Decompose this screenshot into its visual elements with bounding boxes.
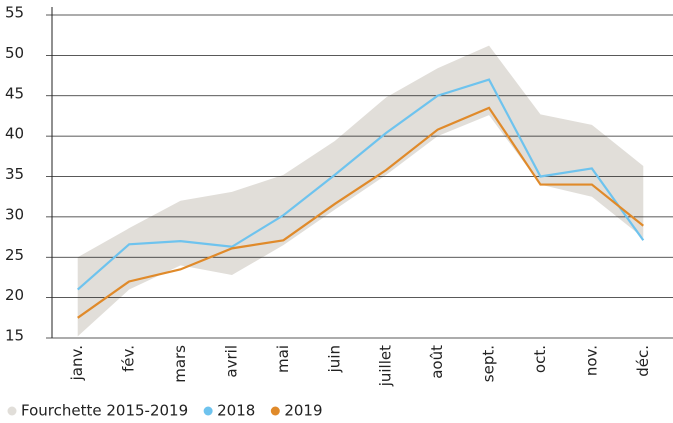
x-tick-label: juillet: [377, 345, 395, 387]
y-tick-label: 35: [5, 165, 24, 183]
y-tick-label: 20: [5, 286, 24, 304]
y-tick-label: 55: [5, 4, 24, 22]
x-tick-label: août: [428, 345, 446, 379]
legend-marker: [270, 406, 280, 416]
legend-label: 2018: [217, 402, 255, 420]
x-tick-label: juin: [325, 345, 343, 373]
x-tick-label: mars: [171, 345, 189, 383]
x-tick-label: oct.: [531, 345, 549, 373]
x-tick-label: fév.: [120, 345, 138, 372]
legend-marker: [203, 406, 213, 416]
x-tick-label: avril: [222, 345, 240, 378]
range-band: [77, 45, 644, 337]
x-tick-label: nov.: [582, 345, 600, 376]
y-tick-label: 45: [5, 84, 24, 102]
y-tick-label: 15: [5, 327, 24, 345]
y-tick-label: 25: [5, 246, 24, 264]
x-tick-label: déc.: [634, 345, 652, 377]
x-tick-label: sept.: [480, 345, 498, 382]
x-tick-label: mai: [274, 345, 292, 373]
line-series: [77, 106, 644, 319]
y-tick-label: 50: [5, 44, 24, 62]
legend-label: 2019: [284, 402, 322, 420]
legend-label: Fourchette 2015-2019: [21, 402, 188, 420]
legend-marker: [7, 406, 17, 416]
x-tick-label: janv.: [68, 345, 86, 381]
y-tick-label: 40: [5, 125, 24, 143]
y-tick-label: 30: [5, 205, 24, 223]
line-series: [76, 78, 645, 291]
